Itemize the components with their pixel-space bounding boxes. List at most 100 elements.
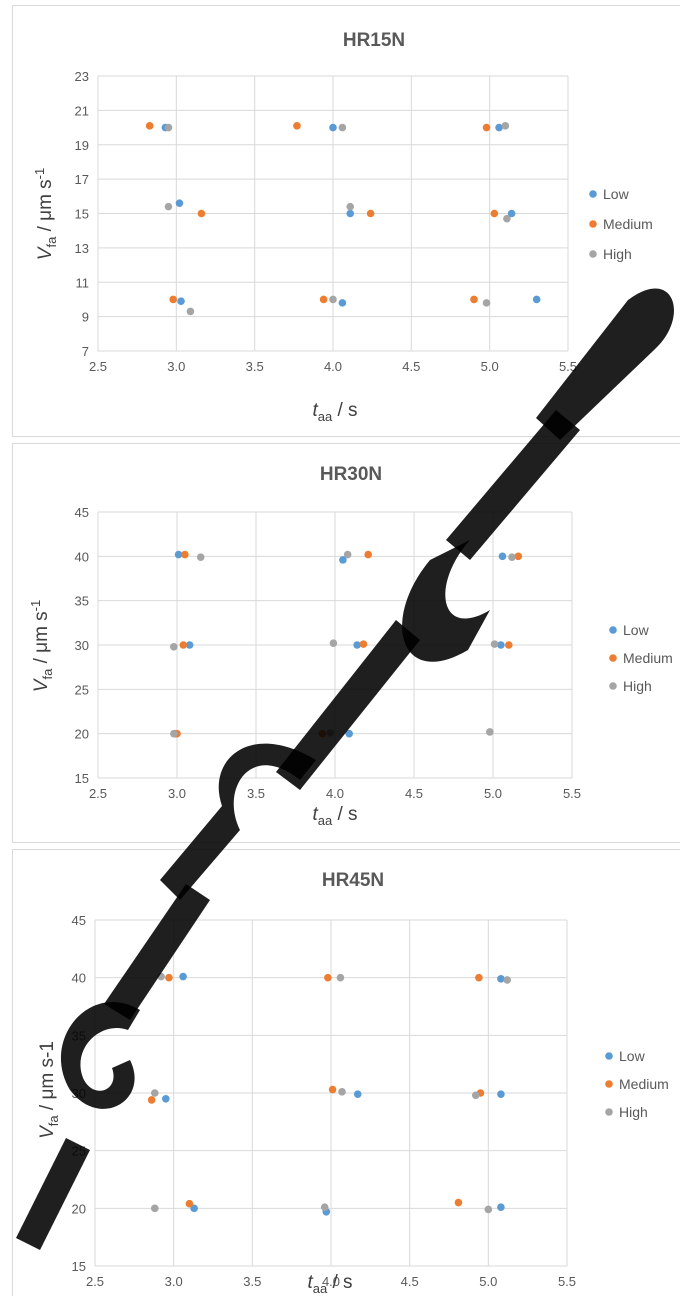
data-point-medium (324, 973, 332, 982)
y-tick-label: 13 (75, 241, 89, 256)
data-point-medium (185, 1199, 194, 1208)
scatter-chart-hr15n: HR15N 7 9 11 13 15 17 19 21 23 2.5 3.0 3.5 4.0 4.5 5.0 5… (32, 30, 653, 424)
data-point-high (503, 976, 512, 984)
legend-marker-high (605, 1108, 613, 1116)
x-tick-label: 3.5 (247, 786, 265, 801)
data-point-low (174, 550, 183, 559)
x-tick-label: 5.5 (563, 786, 581, 801)
y-axis-label: Vfa / μm s-1 (32, 168, 59, 260)
legend-label-high: High (603, 246, 632, 262)
data-point-low (353, 1090, 362, 1098)
y-tick-label: 25 (75, 682, 89, 697)
x-tick-label: 5.0 (479, 1274, 497, 1289)
y-axis-label-subscript: fa (40, 668, 55, 680)
y-tick-label: 35 (75, 594, 89, 609)
y-tick-label: 40 (75, 549, 89, 564)
data-point-low (497, 975, 505, 983)
data-point-high (170, 729, 178, 738)
y-tick-label: 40 (72, 971, 86, 986)
chart-panel-hr45n: HR45N 15 20 25 30 35 40 45 2.5 3.0 3.5 4.0 4.5 5.0 5.5… (12, 849, 680, 1296)
x-tick-label: 5.0 (484, 786, 502, 801)
legend-label-low: Low (623, 622, 650, 638)
data-point-low (177, 297, 185, 305)
x-tick-label: 3.5 (243, 1274, 261, 1289)
data-point-medium (359, 640, 368, 648)
x-axis-label-subscript: aa (318, 409, 333, 424)
data-point-high (486, 728, 494, 736)
y-tick-label: 23 (75, 69, 89, 84)
y-axis-label-superscript: -1 (32, 168, 47, 180)
data-point-high (320, 1203, 329, 1211)
legend-marker-low (609, 626, 617, 634)
data-point-medium (181, 550, 189, 559)
y-tick-label: 11 (76, 275, 90, 290)
data-point-medium (145, 122, 154, 130)
data-point-low (345, 729, 354, 738)
y-tick-label: 9 (82, 310, 89, 325)
data-point-high (336, 973, 345, 982)
legend-label-low: Low (619, 1048, 646, 1064)
x-tick-label: 5.5 (559, 359, 577, 374)
data-point-low (498, 552, 507, 561)
chart-panel-hr30n: HR30N 15 20 25 30 35 40 45 2.5 3.0 3.5 4.0 4.5 5.0 5.5… (12, 443, 680, 843)
y-tick-label: 20 (72, 1201, 86, 1216)
chart-panel-hr15n: HR15N 7 9 11 13 15 17 19 21 23 2.5 3.0 3.5 4.0 4.5 5.0 5… (12, 5, 680, 437)
y-tick-label: 15 (75, 771, 89, 786)
y-axis-label-main: V (31, 677, 52, 692)
y-tick-label: 25 (72, 1144, 86, 1159)
x-tick-label: 5.5 (558, 1274, 576, 1289)
data-point-low (507, 209, 516, 218)
x-axis-label-unit: / s (332, 400, 357, 421)
legend-label-medium: Medium (623, 650, 673, 666)
data-point-low (497, 641, 505, 649)
chart-title: HR45N (322, 870, 384, 891)
data-point-medium (293, 122, 301, 130)
x-axis-label-main: t (312, 400, 318, 421)
x-tick-label: 3.0 (167, 359, 185, 374)
y-axis-label-main: V (35, 245, 56, 260)
x-axis-label-subscript: aa (313, 1281, 328, 1296)
data-point-high (484, 1205, 493, 1214)
x-tick-label: 2.5 (89, 786, 107, 801)
data-point-low (346, 209, 355, 218)
data-point-medium (328, 1085, 337, 1094)
data-point-medium (482, 123, 491, 132)
data-point-high (196, 553, 205, 562)
y-tick-label: 20 (75, 727, 89, 742)
data-point-high (471, 1091, 480, 1100)
y-tick-label: 15 (75, 207, 89, 222)
data-point-medium (165, 973, 173, 982)
y-axis-label-unit: / μm s-1 (37, 1041, 58, 1115)
x-tick-label: 4.5 (405, 786, 423, 801)
data-point-medium (475, 973, 483, 982)
legend-label-high: High (623, 678, 652, 694)
y-axis-label: Vfa / μm s-1 (28, 600, 55, 692)
data-point-medium (318, 729, 327, 738)
data-point-low (329, 123, 337, 132)
data-point-low (185, 641, 194, 649)
legend-label-medium: Medium (619, 1076, 669, 1092)
x-axis-label: taa / s (312, 400, 357, 424)
data-point-high (164, 202, 173, 211)
scatter-chart-hr45n: HR45N 15 20 25 30 35 40 45 2.5 3.0 3.5 4.0 4.5 5.0 5.5… (37, 870, 669, 1296)
chart-title: HR30N (320, 464, 382, 485)
x-tick-label: 3.0 (165, 1274, 183, 1289)
data-point-high (338, 123, 347, 132)
legend-label-medium: Medium (603, 216, 653, 232)
y-tick-label: 45 (72, 913, 86, 928)
x-tick-label: 4.5 (402, 359, 420, 374)
data-point-medium (470, 295, 478, 304)
data-point-high (150, 1089, 159, 1097)
data-point-high (503, 214, 511, 223)
data-point-high (343, 550, 352, 559)
y-tick-label: 15 (72, 1259, 86, 1274)
y-axis-label: Vfa / μm s-1 (37, 1041, 61, 1139)
y-axis-label-subscript: fa (46, 1115, 61, 1127)
x-tick-label: 4.0 (322, 1274, 340, 1289)
x-tick-label: 5.0 (481, 359, 499, 374)
y-tick-label: 7 (82, 344, 89, 359)
y-axis-label-unit: / μm s (35, 179, 56, 236)
y-axis-label-subscript: fa (44, 236, 59, 248)
data-point-low (162, 1094, 170, 1103)
data-point-high (490, 640, 499, 648)
